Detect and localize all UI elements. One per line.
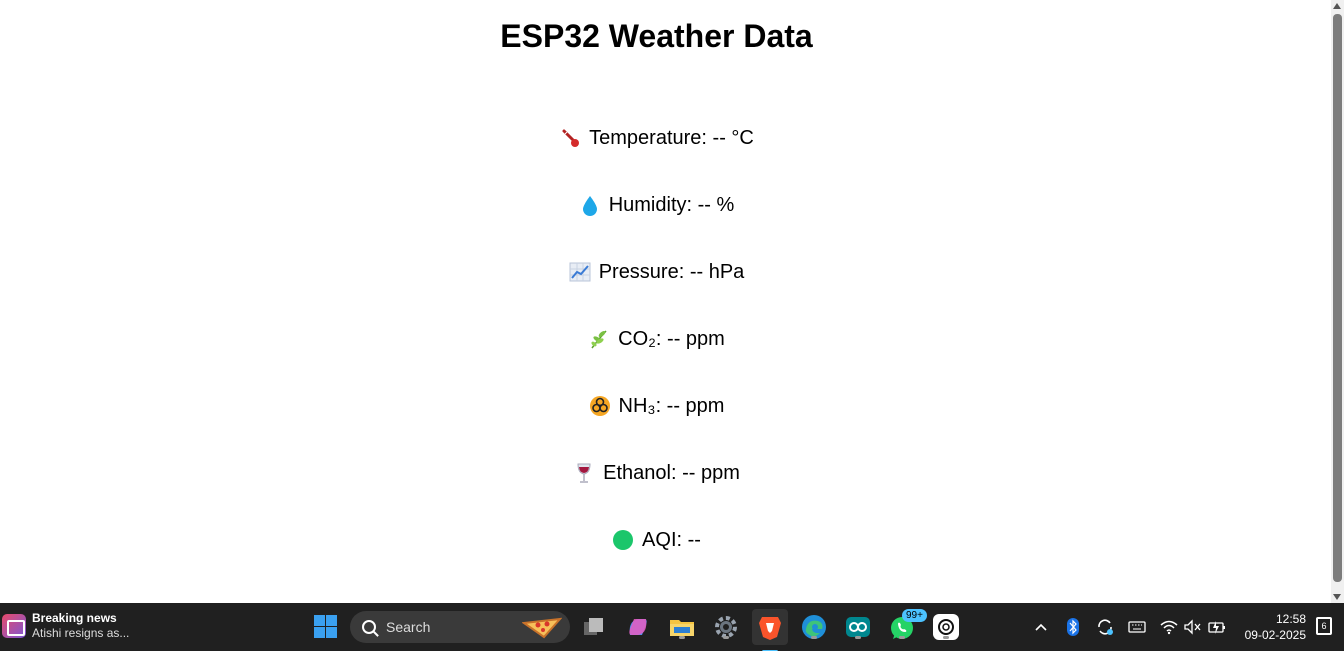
arduino-ide-icon[interactable]	[844, 613, 872, 641]
scroll-thumb[interactable]	[1333, 14, 1342, 582]
keyboard-icon[interactable]	[1127, 617, 1147, 637]
file-explorer-icon[interactable]	[668, 613, 696, 641]
search-icon	[362, 620, 376, 634]
taskbar: Breaking news Atishi resigns as... Searc…	[0, 603, 1344, 651]
copilot-icon[interactable]	[624, 613, 652, 641]
news-widget[interactable]: Breaking news Atishi resigns as...	[2, 611, 129, 641]
aqi-reading: AQI: --	[0, 526, 1313, 554]
sync-icon[interactable]	[1095, 617, 1115, 637]
thermometer-icon	[559, 127, 581, 149]
show-hidden-icons-chevron-icon[interactable]	[1031, 617, 1051, 637]
co2-label: CO₂: -- ppm	[618, 327, 725, 350]
droplet-icon	[579, 194, 601, 216]
ethanol-label: Ethanol: -- ppm	[603, 461, 740, 484]
nh3-reading: NH₃: -- ppm	[0, 392, 1313, 420]
chart-increasing-icon	[569, 261, 591, 283]
page-title: ESP32 Weather Data	[500, 18, 813, 54]
pressure-reading: Pressure: -- hPa	[0, 258, 1313, 286]
scroll-up-arrow-icon[interactable]	[1333, 3, 1341, 9]
bluetooth-icon[interactable]	[1063, 617, 1083, 637]
notification-count: 6	[1321, 621, 1327, 631]
windows-start-icon[interactable]	[312, 613, 340, 641]
co2-reading: CO₂: -- ppm	[0, 325, 1313, 353]
notification-bell-icon[interactable]: 6	[1316, 617, 1332, 635]
wifi-icon[interactable]	[1159, 617, 1179, 637]
vertical-scrollbar[interactable]	[1331, 0, 1344, 603]
humidity-label: Humidity: -- %	[608, 193, 735, 216]
edge-browser-icon[interactable]	[800, 613, 828, 641]
herb-icon	[588, 328, 610, 350]
aqi-label: AQI: --	[642, 528, 701, 551]
news-subtitle: Atishi resigns as...	[32, 626, 130, 640]
clock-time: 12:58	[1275, 612, 1306, 626]
clock-date: 09-02-2025	[1244, 628, 1306, 642]
chatgpt-icon[interactable]	[932, 613, 960, 641]
news-title: Breaking news	[32, 611, 117, 625]
whatsapp-icon[interactable]: 99+	[888, 609, 927, 641]
system-clock[interactable]: 12:58 09-02-2025	[1245, 611, 1306, 643]
temperature-reading: Temperature: -- °C	[0, 124, 1313, 152]
nh3-label: NH₃: -- ppm	[618, 394, 725, 417]
task-view-icon[interactable]	[580, 613, 608, 641]
ethanol-reading: Ethanol: -- ppm	[0, 459, 1313, 487]
pizza-icon	[521, 615, 563, 639]
news-icon	[2, 614, 26, 638]
volume-muted-icon[interactable]	[1183, 617, 1203, 637]
scroll-down-arrow-icon[interactable]	[1333, 594, 1341, 600]
taskbar-search-box[interactable]: Search	[350, 611, 570, 643]
battery-charging-icon[interactable]	[1207, 617, 1227, 637]
wine-glass-icon	[573, 462, 595, 484]
settings-gear-icon[interactable]	[712, 613, 740, 641]
humidity-reading: Humidity: -- %	[0, 191, 1313, 219]
green-circle-icon	[612, 529, 634, 551]
whatsapp-badge: 99+	[902, 609, 927, 622]
temperature-label: Temperature: -- °C	[589, 126, 754, 149]
search-placeholder: Search	[386, 619, 431, 635]
brave-browser-icon[interactable]	[752, 609, 788, 651]
biohazard-icon	[589, 395, 611, 417]
weather-page: ESP32 Weather Data Temperature: -- °C Hu…	[0, 18, 1313, 554]
pressure-label: Pressure: -- hPa	[598, 260, 745, 283]
